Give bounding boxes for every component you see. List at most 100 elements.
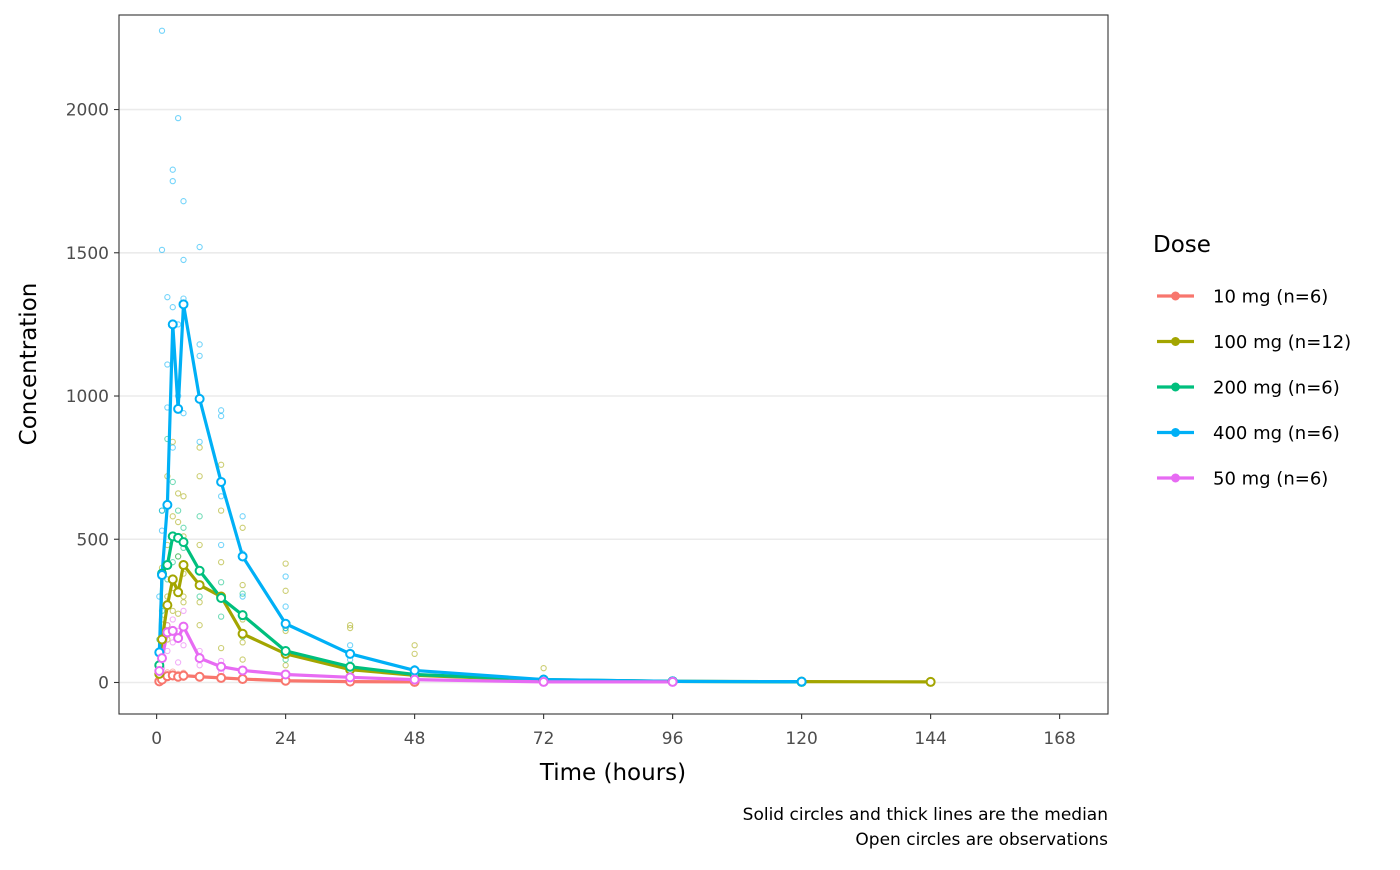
observation-point (169, 607, 176, 615)
median-point (280, 645, 291, 656)
observation-point (217, 559, 225, 566)
median-point (162, 560, 173, 571)
median-point (237, 628, 248, 639)
median-point (216, 661, 227, 672)
median-point (409, 674, 420, 685)
median-point (154, 666, 165, 677)
median-point (194, 653, 205, 664)
x-axis-title: Time (hours) (539, 760, 686, 786)
legend-key-point (1171, 291, 1180, 301)
median-point (157, 570, 167, 581)
median-point (194, 565, 205, 576)
median-point (167, 319, 178, 330)
observation-point (217, 461, 225, 468)
observation-point (180, 493, 187, 500)
observation-point (196, 243, 203, 251)
observation-point (180, 524, 187, 531)
observation-point (196, 541, 203, 549)
plot-panel (119, 15, 1108, 714)
observation-point (217, 613, 225, 620)
median-point (162, 600, 173, 611)
observation-point (196, 352, 203, 360)
median-point (237, 665, 248, 676)
legend-key-point (1171, 428, 1180, 437)
observation-point (158, 27, 166, 34)
median-point (178, 299, 189, 310)
y-tick-label: 2000 (66, 101, 109, 121)
observation-point (282, 603, 289, 610)
observation-point (196, 513, 203, 520)
legend-item: 100 mg (n=12) (1157, 332, 1351, 353)
observation-point (158, 246, 166, 254)
observation-point (196, 593, 203, 600)
observation-point (169, 616, 176, 623)
observation-point (169, 513, 176, 520)
legend-label: 100 mg (n=12) (1213, 332, 1351, 353)
observation-point (174, 553, 182, 560)
observation-point (174, 490, 182, 497)
median-points (154, 299, 936, 687)
median-point (167, 625, 178, 636)
observation-point (239, 656, 246, 663)
median-point (280, 669, 291, 680)
plot-border (118, 14, 1109, 715)
median-point (237, 551, 248, 562)
median-point (162, 499, 173, 510)
axes: 0 500 1000 1500 2000 0 24 48 72 96 120 144 168 (66, 101, 1076, 749)
x-tick-label: 120 (785, 729, 817, 749)
x-tick-label: 96 (662, 729, 684, 749)
observation-point (180, 593, 187, 600)
legend-title: Dose (1153, 232, 1211, 258)
legend-item: 10 mg (n=6) (1157, 287, 1328, 308)
observation-point (217, 541, 225, 549)
median-point (173, 403, 184, 414)
caption-line-1: Solid circles and thick lines are the me… (743, 805, 1108, 825)
observation-point (158, 507, 166, 514)
median-point (345, 672, 356, 683)
median-point (194, 393, 205, 404)
observation-point (169, 478, 176, 486)
observation-point (174, 507, 182, 514)
observation-point (239, 524, 246, 531)
legend-item: 50 mg (n=6) (1157, 469, 1328, 490)
observation-point (169, 304, 176, 311)
legend-item: 200 mg (n=6) (1157, 378, 1340, 399)
median-point (216, 476, 227, 487)
observation-point (180, 256, 187, 264)
observation-point (217, 644, 225, 652)
x-tick-label: 168 (1043, 729, 1075, 749)
median-point (178, 560, 189, 571)
observation-point (411, 642, 418, 649)
legend: 10 mg (n=6) 100 mg (n=12) 200 mg (n=6) 400 … (1157, 287, 1351, 490)
observation-point (239, 581, 246, 589)
observation-point (180, 410, 187, 417)
median-point (667, 676, 678, 687)
observation-point (169, 639, 176, 646)
x-tick-label: 72 (533, 729, 555, 749)
legend-key-point (1171, 473, 1180, 483)
x-tick-label: 144 (914, 729, 946, 749)
observation-point (180, 198, 187, 205)
median-point (796, 676, 807, 687)
observation-point (282, 560, 289, 567)
median-point (167, 574, 178, 585)
median-point (216, 672, 227, 683)
observation-point (239, 593, 246, 600)
observation-point (180, 642, 187, 649)
median-point (237, 610, 248, 621)
median-point (345, 661, 356, 672)
median-point (925, 676, 936, 687)
observation-point (346, 624, 354, 632)
observation-point (282, 573, 289, 580)
median-point (157, 634, 167, 645)
legend-item: 400 mg (n=6) (1157, 423, 1340, 444)
legend-label: 10 mg (n=6) (1213, 287, 1328, 308)
median-point (280, 618, 291, 629)
x-tick-label: 48 (404, 729, 426, 749)
x-tick-label: 0 (151, 729, 162, 749)
legend-label: 50 mg (n=6) (1213, 469, 1328, 490)
median-point (173, 587, 184, 598)
grid-lines (119, 108, 1108, 684)
observation-point (174, 518, 182, 526)
